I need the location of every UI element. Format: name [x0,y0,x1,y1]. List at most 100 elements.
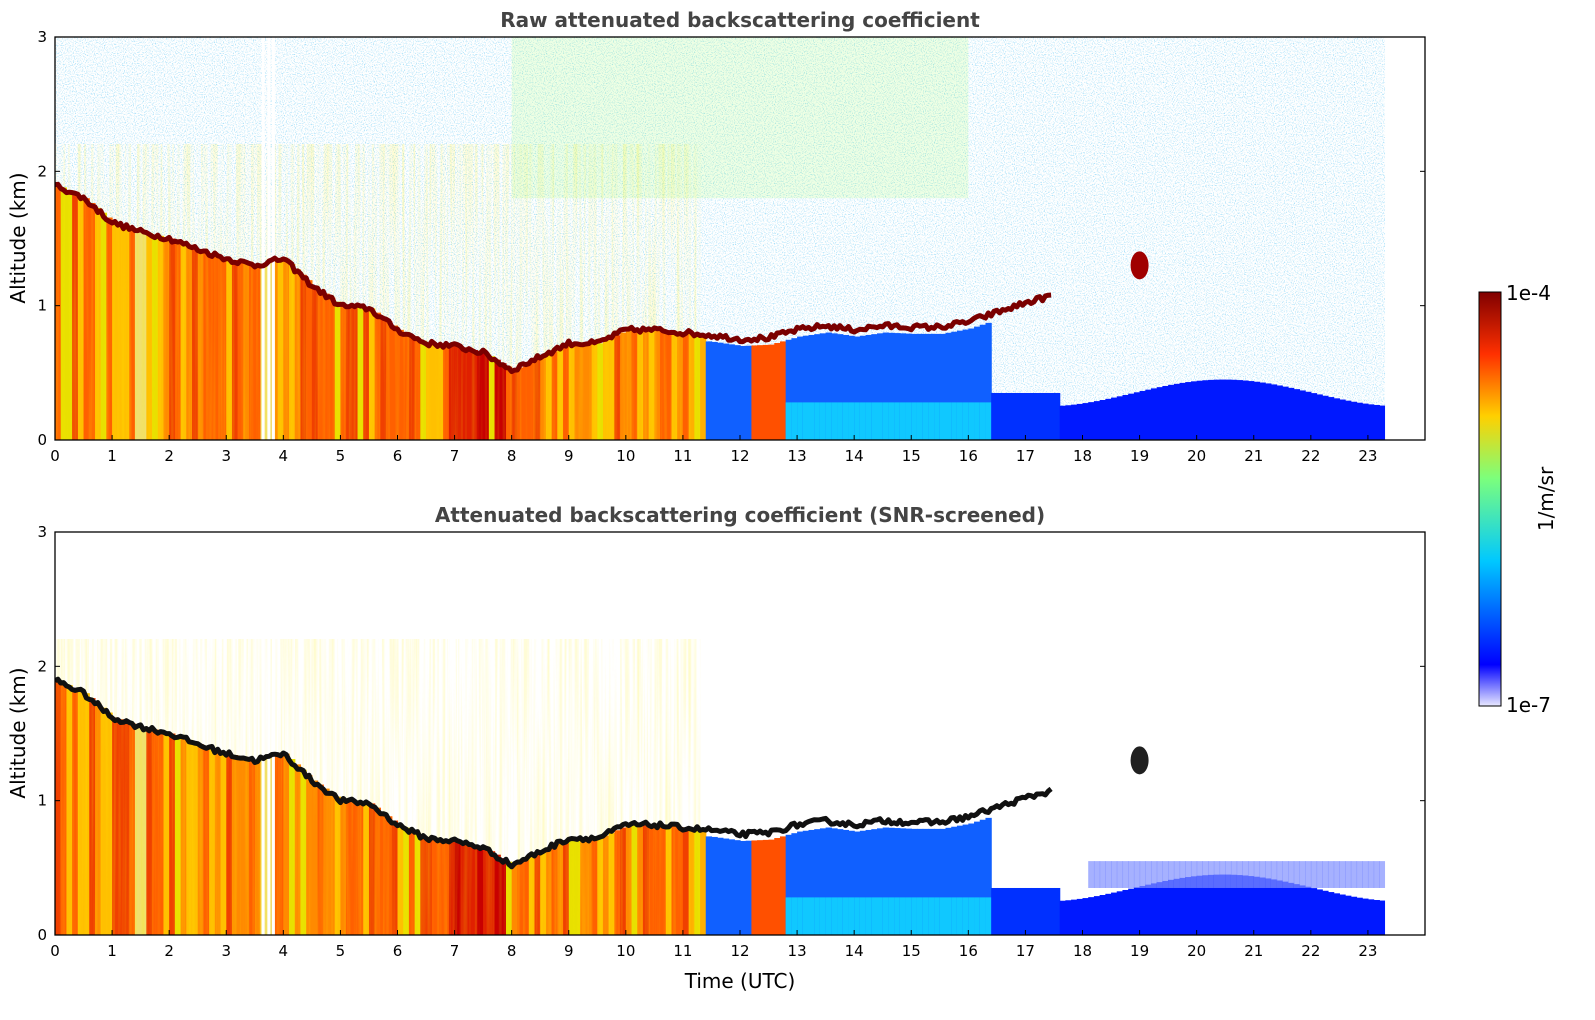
backscatter-column [1322,395,1329,440]
surface-layer [831,402,838,440]
backscatter-column [1065,900,1072,935]
backscatter-column [1151,388,1158,440]
backscatter-column [837,334,844,440]
screened-edge [1265,861,1272,888]
screened-edge [1202,861,1209,888]
backscatter-column [705,836,713,935]
surface-layer [791,897,798,935]
surface-layer [916,402,924,440]
surface-layer [974,897,981,935]
surface-layer [802,897,810,935]
backscatter-column [859,830,867,935]
backscatter-column [751,345,758,440]
backscatter-column [1248,876,1255,935]
backscatter-column [1168,384,1175,440]
backscatter-column [962,329,969,440]
x-tick-label: 17 [1016,447,1035,465]
screened-edge [1299,861,1306,888]
screened-edge [1111,861,1118,888]
backscatter-column [1105,398,1112,440]
backscatter-column [797,336,804,440]
surface-layer [819,402,827,440]
backscatter-column [1173,383,1181,440]
no-data-region [1385,37,1425,440]
backscatter-column [797,831,804,935]
backscatter-column [1225,379,1232,440]
backscatter-column [1014,392,1021,440]
screened-edge [1219,861,1226,888]
screened-edge [1236,861,1243,888]
panel2-x-ticks: 0 1 2 3 4 5 6 7 8 9 10 11 12 13 14 15 16 17 18 19 20 21 22 23 [50,930,1377,960]
backscatter-column [1139,390,1146,440]
screened-edge [1367,861,1375,888]
surface-layer [831,897,838,935]
backscatter-column [762,344,770,440]
surface-layer [962,402,969,440]
panel2-y-axis-label: Altitude (km) [6,667,30,798]
backscatter-column [1327,892,1335,935]
backscatter-column [962,824,969,935]
backscatter-column [1093,896,1101,935]
backscatter-column [1248,381,1255,440]
surface-layer [968,897,975,935]
data-gap [271,532,275,935]
x-tick-label: 1 [107,942,117,960]
backscatter-column [859,335,867,440]
backscatter-column [802,830,810,935]
isolated-cloud [1130,251,1149,280]
backscatter-column [939,828,947,935]
backscatter-column [865,334,872,440]
screened-edge [1185,861,1192,888]
backscatter-column [1179,877,1186,935]
x-tick-label: 12 [730,447,749,465]
backscatter-column [1299,885,1306,935]
backscatter-column [905,828,912,935]
screened-edge [1282,861,1289,888]
aerosol-streaks [55,639,701,935]
screened-edge [1259,861,1266,888]
backscatter-column [734,345,741,440]
surface-layer [819,897,827,935]
screened-edge [1099,861,1106,888]
screened-edge [1379,861,1386,888]
backscatter-column [745,345,753,440]
backscatter-column [785,834,792,935]
surface-layer [956,897,964,935]
x-tick-label: 18 [1073,447,1092,465]
panel1-y-axis-label: Altitude (km) [6,172,30,303]
backscatter-column [1053,392,1061,440]
backscatter-column [1219,379,1226,440]
backscatter-column [1019,887,1027,935]
backscatter-column [1008,887,1015,935]
x-tick-label: 16 [959,942,978,960]
backscatter-column [1156,387,1164,440]
x-tick-label: 2 [164,447,174,465]
backscatter-column [837,829,844,935]
backscatter-column [1128,888,1135,935]
x-tick-label: 9 [564,447,574,465]
surface-layer [979,897,987,935]
screened-edge [1122,861,1129,888]
backscatter-column [888,332,895,440]
backscatter-column [1059,405,1066,440]
x-tick-label: 10 [616,942,635,960]
x-tick-label: 23 [1358,447,1377,465]
x-tick-label: 0 [50,942,60,960]
backscatter-column [1270,879,1278,935]
screened-edge [1196,861,1203,888]
surface-layer [905,402,912,440]
backscatter-column [1036,392,1044,440]
backscatter-column [1265,383,1272,440]
y-tick-label: 3 [37,523,47,541]
screened-edge [1322,861,1329,888]
screened-edge [1310,861,1318,888]
backscatter-column [854,336,861,440]
backscatter-column [899,828,907,935]
backscatter-column [865,829,872,935]
backscatter-column [871,334,878,440]
surface-layer [956,402,964,440]
backscatter-column [740,345,747,440]
backscatter-column [945,332,952,440]
colorbar-min-label: 1e-7 [1506,693,1551,717]
backscatter-column [711,836,718,935]
